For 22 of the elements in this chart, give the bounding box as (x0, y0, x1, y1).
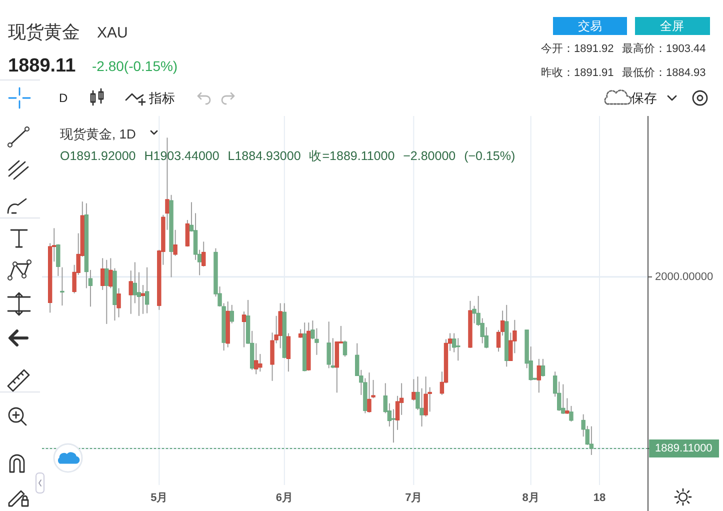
text: 交易 (578, 19, 602, 33)
y-tick-label: 2000.00000 (655, 270, 714, 283)
annotation: 现货黄金, 1D (60, 126, 136, 142)
text: 指标 (148, 90, 175, 106)
text: 1889.11 (8, 56, 76, 76)
x-tick-label: 6月 (276, 492, 293, 504)
text: 保存 (631, 90, 657, 106)
text: 全屏 (660, 19, 684, 33)
chart-title: 现货黄金 (8, 22, 80, 42)
y-tick-label: 1889.11000 (655, 442, 712, 454)
x-tick-label: 8月 (522, 492, 540, 504)
x-tick-label: 5月 (150, 492, 168, 504)
text: 昨收：1891.91 (541, 67, 614, 79)
text: D (59, 91, 68, 105)
text: 最高价：1903.44 (622, 42, 706, 55)
annotation: O1891.92000 H1903.44000 L1884.93000 收=1889.11000 −2.80000 (−0.15%) (60, 149, 516, 163)
text: -2.80(-0.15%) (92, 58, 178, 74)
text: 今开：1891.92 (541, 43, 614, 55)
x-tick-label: 7月 (405, 492, 422, 504)
text: 最低价：1884.93 (622, 67, 706, 79)
x-tick-label: 18 (593, 492, 606, 504)
text: XAU (97, 24, 128, 42)
